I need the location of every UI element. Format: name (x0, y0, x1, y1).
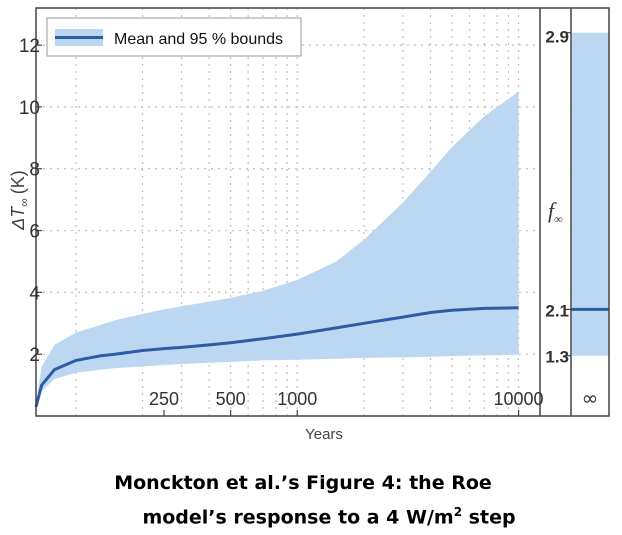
y-tick-label: 4 (29, 283, 40, 304)
x-tick-label: 10000 (494, 389, 544, 409)
y-tick-label: 8 (29, 160, 40, 181)
mean-line (34, 306, 519, 408)
x-axis-ticks: 250 500 1000 10000 (149, 389, 544, 416)
x-tick-label: 500 (216, 389, 246, 409)
y-tick-label: 10 (19, 98, 40, 119)
confidence-band (36, 91, 519, 407)
figure-caption-line-1: Monckton et al.’s Figure 4: the Roe (114, 472, 492, 494)
legend-label: Mean and 95 % bounds (114, 31, 283, 48)
f-tick-label: 1.3 (545, 348, 569, 367)
f-inf-ticks: 2.9 2.1 1.3 (545, 28, 571, 367)
figure-caption-line-2: model’s response to a 4 W/m2 step (18, 505, 622, 528)
x-tick-label: 250 (149, 389, 179, 409)
f-tick-label: 2.9 (545, 28, 569, 47)
f-tick-label: 2.1 (545, 301, 569, 320)
caption-superscript: 2 (453, 505, 463, 519)
legend: Mean and 95 % bounds (46, 17, 302, 57)
caption-line-2-text: model’s response to a 4 W/m (142, 506, 454, 529)
plot-frames (35, 7, 610, 417)
y-tick-label: 6 (29, 222, 40, 243)
y-axis-label: ΔT∞(K) (8, 170, 31, 231)
x-tick-label: 1000 (277, 389, 317, 409)
y-tick-label: 12 (19, 36, 40, 57)
caption-line-2-suffix: step (462, 506, 516, 529)
infinity-tick-label: ∞ (582, 386, 599, 410)
y-tick-label: 2 (29, 345, 40, 366)
y-axis-ticks: 2 4 6 8 10 12 (19, 36, 42, 366)
plot-frame (35, 7, 610, 417)
x-axis-label: Years (305, 426, 343, 443)
infinity-confidence-band (572, 32, 609, 356)
f-inf-label: f∞ (548, 198, 563, 226)
